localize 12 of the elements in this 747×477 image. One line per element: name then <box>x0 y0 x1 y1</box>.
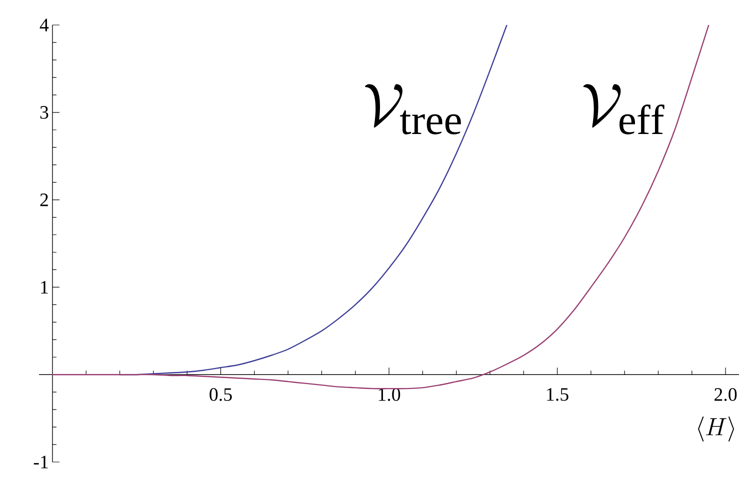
x-tick-label: 2.0 <box>714 388 737 401</box>
x-axis-title: $\langle H\rangle$ <box>698 416 734 442</box>
y-tick-label: -1 <box>34 456 48 468</box>
x-tick-label: 1.5 <box>547 388 568 401</box>
y-tick-label: 3 <box>40 106 48 119</box>
line-series <box>52 24 710 390</box>
y-tick-label: 1 <box>41 280 48 294</box>
series-label: $\mathcal{V}_{\mathrm{tree}}$ <box>365 84 461 134</box>
y-tick-label: 4 <box>40 18 49 32</box>
y-tick-label: 2 <box>40 194 48 206</box>
x-tick-label: 0.5 <box>210 388 232 401</box>
series-label: $\mathcal{V}_{\mathrm{eff}}$ <box>583 84 664 134</box>
